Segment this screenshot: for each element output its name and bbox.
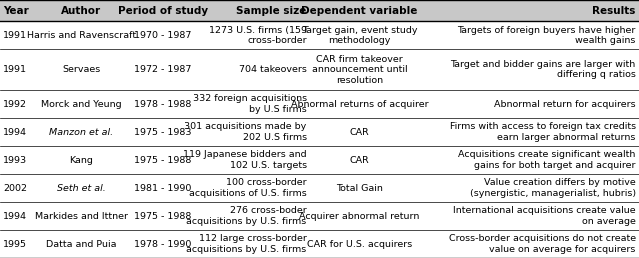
Text: Dependent variable: Dependent variable (301, 6, 418, 16)
Text: Total Gain: Total Gain (336, 183, 383, 192)
Text: 1972 - 1987: 1972 - 1987 (134, 65, 192, 74)
Text: Acquirer abnormal return: Acquirer abnormal return (299, 212, 420, 221)
Text: Cross-border acquisitions do not create
value on average for acquirers: Cross-border acquisitions do not create … (449, 234, 636, 254)
Text: International acquisitions create value
on average: International acquisitions create value … (453, 206, 636, 226)
Text: 119 Japanese bidders and
102 U.S. targets: 119 Japanese bidders and 102 U.S. target… (183, 150, 307, 170)
Text: Abnormal returns of acquirer: Abnormal returns of acquirer (291, 100, 428, 109)
Text: 1978 - 1990: 1978 - 1990 (134, 239, 192, 248)
Text: Morck and Yeung: Morck and Yeung (41, 100, 122, 109)
Text: Period of study: Period of study (118, 6, 208, 16)
Text: Markides and Ittner: Markides and Ittner (35, 212, 128, 221)
Text: Kang: Kang (70, 156, 93, 165)
Text: CAR for U.S. acquirers: CAR for U.S. acquirers (307, 239, 412, 248)
Text: 1970 - 1987: 1970 - 1987 (134, 31, 192, 40)
Text: Seth et al.: Seth et al. (57, 183, 106, 192)
Text: 1981 - 1990: 1981 - 1990 (134, 183, 192, 192)
Text: Target gain, event study
methodology: Target gain, event study methodology (302, 26, 417, 45)
Text: Manzon et al.: Manzon et al. (49, 128, 114, 136)
Text: 1978 - 1988: 1978 - 1988 (134, 100, 192, 109)
Text: 1994: 1994 (3, 128, 27, 136)
Text: CAR: CAR (350, 128, 369, 136)
Text: 1992: 1992 (3, 100, 27, 109)
Text: Results: Results (592, 6, 636, 16)
Text: 1975 - 1988: 1975 - 1988 (134, 212, 192, 221)
Text: 276 cross-boder
acquisitions by U.S. firms: 276 cross-boder acquisitions by U.S. fir… (187, 206, 307, 226)
Text: Acquisitions create significant wealth
gains for both target and acquirer: Acquisitions create significant wealth g… (458, 150, 636, 170)
Text: 1273 U.S. firms (159
cross-border: 1273 U.S. firms (159 cross-border (209, 26, 307, 45)
Text: Targets of foreign buyers have higher
wealth gains: Targets of foreign buyers have higher we… (458, 26, 636, 45)
Text: 332 foreign acquisitions
by U.S firms: 332 foreign acquisitions by U.S firms (192, 94, 307, 114)
Text: CAR: CAR (350, 156, 369, 165)
Text: 2002: 2002 (3, 183, 27, 192)
Text: Harris and Ravenscraft: Harris and Ravenscraft (27, 31, 136, 40)
Text: 112 large cross-border
acquisitions by U.S. firms: 112 large cross-border acquisitions by U… (187, 234, 307, 254)
Text: 704 takeovers: 704 takeovers (239, 65, 307, 74)
Text: 1975 - 1988: 1975 - 1988 (134, 156, 192, 165)
Text: Target and bidder gains are larger with
differing q ratios: Target and bidder gains are larger with … (450, 60, 636, 79)
Text: 1994: 1994 (3, 212, 27, 221)
Text: 1995: 1995 (3, 239, 27, 248)
Text: Year: Year (3, 6, 29, 16)
Text: Firms with access to foreign tax credits
earn larger abnormal returns: Firms with access to foreign tax credits… (450, 122, 636, 142)
Text: 1993: 1993 (3, 156, 27, 165)
Text: Value creation differs by motive
(synergistic, managerialist, hubris): Value creation differs by motive (synerg… (470, 178, 636, 198)
Text: 1975 - 1983: 1975 - 1983 (134, 128, 192, 136)
Text: 1991: 1991 (3, 65, 27, 74)
Text: 1991: 1991 (3, 31, 27, 40)
Text: 100 cross-border
acquisitions of U.S. firms: 100 cross-border acquisitions of U.S. fi… (189, 178, 307, 198)
Text: Author: Author (61, 6, 102, 16)
Text: Sample size: Sample size (236, 6, 307, 16)
Text: Abnormal return for acquirers: Abnormal return for acquirers (494, 100, 636, 109)
Text: Servaes: Servaes (63, 65, 100, 74)
Text: Datta and Puia: Datta and Puia (46, 239, 117, 248)
Bar (0, 0, 639, 21)
Text: CAR firm takeover
announcement until
resolution: CAR firm takeover announcement until res… (312, 55, 407, 85)
Text: 301 acquisitions made by
202 U.S firms: 301 acquisitions made by 202 U.S firms (185, 122, 307, 142)
